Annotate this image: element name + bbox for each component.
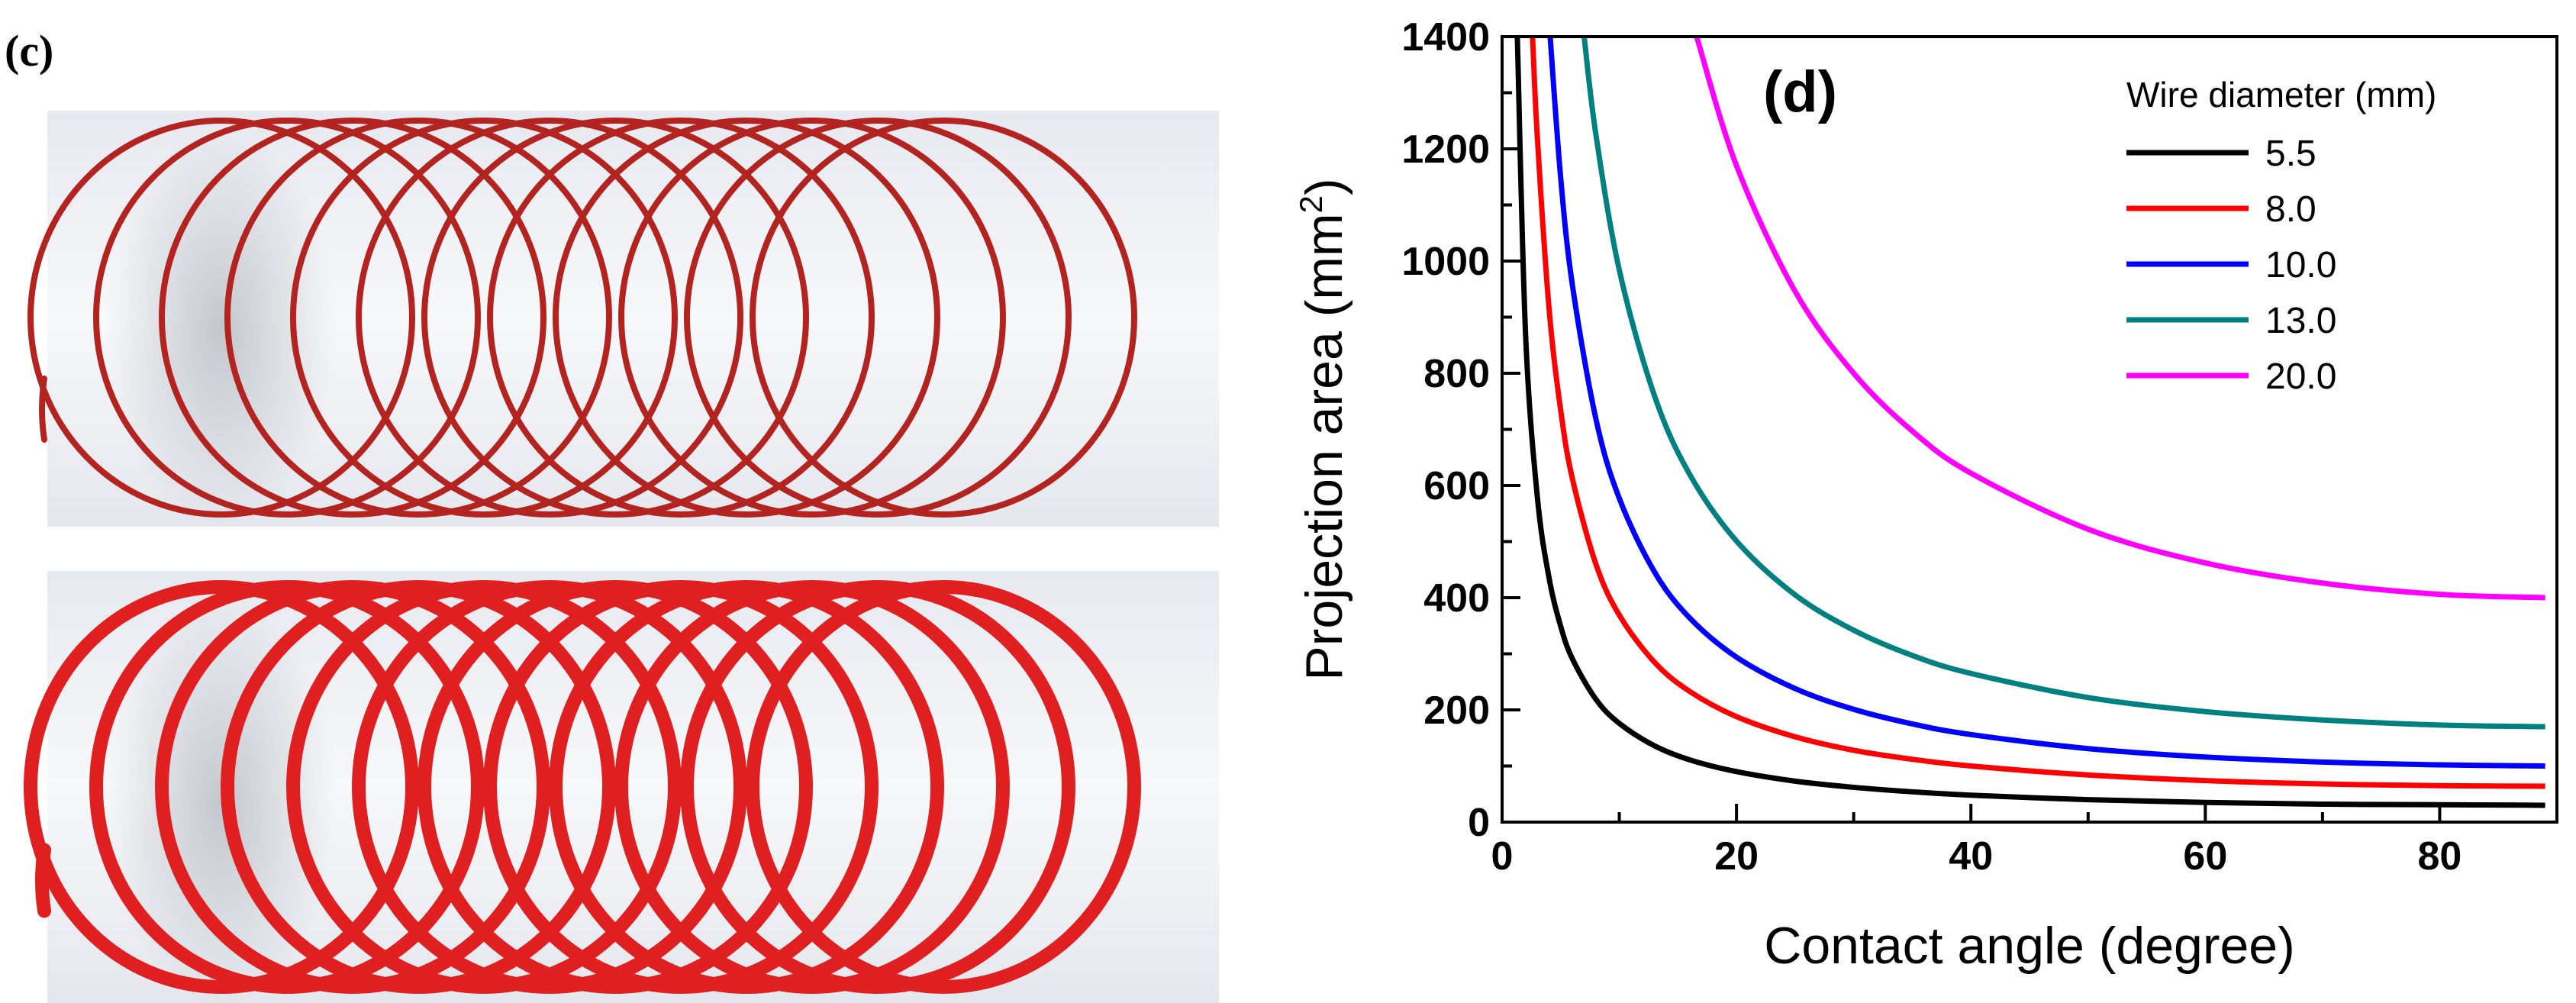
thin-wire-coil: [27, 111, 1219, 527]
thin-wire-coil-turn: [750, 118, 1137, 518]
x-tick-label: 60: [2183, 834, 2227, 879]
thin-wire-coil-turn: [159, 118, 546, 518]
thick-wire-coil-turn: [549, 580, 944, 994]
thin-wire-coil-turn: [356, 118, 743, 518]
y-tick-label: 1400: [1401, 15, 1490, 60]
x-tick-label: 40: [1949, 834, 1993, 879]
y-tick-label: 600: [1423, 464, 1490, 508]
panel-c-label: (c): [5, 26, 53, 76]
legend-label-20.0: 20.0: [2265, 356, 2336, 397]
y-tick-label: 800: [1423, 352, 1490, 396]
y-tick-label: 0: [1468, 801, 1490, 845]
thin-wire-coil-turn: [487, 118, 875, 518]
thin-wire-coil-turn: [421, 118, 809, 518]
series-line-13.0: [1581, 37, 2545, 730]
thin-wire-coil-turn: [93, 118, 481, 518]
y-tick-label: 1000: [1401, 240, 1490, 284]
y-tick-label: 200: [1423, 689, 1490, 733]
thick-wire-coil-turn: [746, 580, 1141, 994]
series-line-20.0: [1694, 37, 2545, 601]
thick-wire-coil-turn: [680, 580, 1075, 994]
legend: Wire diameter (mm) 5.5 8.0 10.0 13.0 20.0: [2126, 75, 2436, 397]
legend-label-5.5: 5.5: [2265, 134, 2316, 174]
y-axis-label-close: ): [1295, 178, 1353, 195]
x-tick-label: 80: [2418, 834, 2462, 879]
thin-wire-coil-turn: [553, 118, 940, 518]
thick-wire-coil: [24, 571, 1219, 1003]
legend-label-13.0: 13.0: [2265, 301, 2336, 341]
series-line-8.0: [1530, 37, 2545, 789]
thick-wire-coil-wire-end: [35, 843, 51, 918]
thin-wire-coil-wire-end: [39, 375, 47, 443]
thick-wire-coil-turn: [221, 580, 616, 994]
thin-wire-coil-turn: [290, 118, 678, 518]
series-line-10.0: [1547, 37, 2545, 769]
thick-wire-coil-turn: [24, 580, 419, 994]
coil-top-shadow: [107, 130, 336, 527]
y-axis-label-main: Projection area (mm: [1295, 213, 1353, 680]
thick-wire-coil-turn: [418, 580, 813, 994]
panel-c: (c): [5, 26, 1219, 1003]
thin-wire-coil-turn: [684, 118, 1072, 518]
thin-wire-coil-turn: [27, 118, 415, 518]
plot-frame: [1501, 35, 2558, 824]
thick-wire-coil-turn: [614, 580, 1010, 994]
thick-wire-coil-turn: [352, 580, 747, 994]
thin-wire-coil-turn: [224, 118, 612, 518]
thick-wire-coil-turn: [286, 580, 682, 994]
legend-label-8.0: 8.0: [2265, 189, 2316, 230]
x-axis-label: Contact angle (degree): [1764, 917, 2295, 975]
thick-wire-coil-turn: [483, 580, 879, 994]
y-axis-label: Projection area (mm2): [1293, 178, 1353, 680]
y-tick-label: 400: [1423, 576, 1490, 621]
series-layer: [1514, 37, 2545, 808]
thin-wire-coil-turn: [618, 118, 1006, 518]
legend-label-10.0: 10.0: [2265, 245, 2336, 285]
panel-d-label: (d): [1763, 60, 1837, 124]
y-axis-label-superscript: 2: [1293, 195, 1329, 213]
thick-wire-coil-turn: [155, 580, 550, 994]
legend-title: Wire diameter (mm): [2126, 75, 2436, 114]
series-line-5.5: [1514, 37, 2545, 808]
y-tick-label: 1200: [1401, 127, 1490, 172]
x-tick-label: 20: [1714, 834, 1759, 879]
x-tick-label: 0: [1491, 834, 1514, 879]
thick-wire-coil-turn: [89, 580, 485, 994]
